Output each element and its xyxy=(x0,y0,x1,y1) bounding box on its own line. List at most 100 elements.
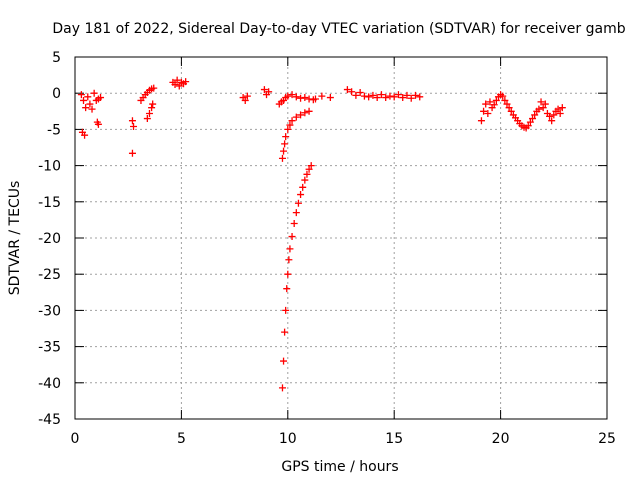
data-point xyxy=(94,120,102,128)
data-point xyxy=(82,104,90,112)
data-point xyxy=(281,328,289,336)
x-tick-labels: 0 5 10 15 20 25 xyxy=(71,431,616,447)
data-point xyxy=(97,94,105,102)
data-point xyxy=(84,93,92,101)
data-point xyxy=(369,91,377,99)
data-point xyxy=(297,111,305,119)
data-point xyxy=(86,100,94,108)
data-point xyxy=(182,78,190,86)
data-point xyxy=(292,113,300,121)
data-point xyxy=(529,115,537,123)
data-point xyxy=(390,93,398,101)
data-point xyxy=(326,94,334,102)
y-tick-label: -45 xyxy=(38,412,61,428)
data-point xyxy=(128,149,136,157)
data-point xyxy=(301,176,309,184)
x-tick-label: 10 xyxy=(279,431,297,447)
axis-ticks xyxy=(74,56,608,420)
data-point xyxy=(301,94,309,102)
data-point xyxy=(292,93,300,101)
data-point xyxy=(278,384,286,392)
data-point xyxy=(343,86,351,94)
data-point xyxy=(499,92,507,100)
data-point xyxy=(477,117,485,125)
y-tick-label: -25 xyxy=(38,267,61,283)
data-point xyxy=(301,109,309,117)
data-point xyxy=(297,191,305,199)
data-point xyxy=(283,285,291,293)
data-point xyxy=(292,209,300,217)
data-point xyxy=(282,306,290,314)
data-point xyxy=(490,101,498,109)
x-tick-label: 25 xyxy=(598,431,616,447)
data-point xyxy=(382,94,390,102)
data-point xyxy=(305,107,313,115)
data-point xyxy=(150,84,158,92)
data-point xyxy=(550,111,558,119)
data-point xyxy=(80,96,88,104)
data-point xyxy=(265,88,273,96)
data-point xyxy=(282,133,290,141)
data-point xyxy=(535,105,543,113)
data-point xyxy=(386,92,394,100)
data-point xyxy=(482,100,490,108)
data-point xyxy=(403,91,411,99)
y-tick-label: -5 xyxy=(47,122,61,138)
data-point xyxy=(297,94,305,102)
data-point xyxy=(305,95,313,103)
data-point xyxy=(278,154,286,162)
data-point xyxy=(241,96,249,104)
data-point xyxy=(352,91,360,99)
data-point xyxy=(88,105,96,113)
data-point xyxy=(505,104,513,112)
y-tick-label: -40 xyxy=(38,376,61,392)
data-point xyxy=(507,107,515,115)
data-point xyxy=(280,357,288,365)
data-point xyxy=(377,91,385,99)
data-point xyxy=(284,270,292,278)
data-point xyxy=(288,233,296,241)
data-points xyxy=(77,76,566,392)
data-point xyxy=(299,183,307,191)
data-point xyxy=(286,245,294,253)
data-point xyxy=(284,92,292,100)
data-point xyxy=(149,100,157,108)
data-point xyxy=(90,89,98,97)
y-tick-label: 5 xyxy=(52,50,61,66)
data-point xyxy=(286,121,294,129)
data-point xyxy=(173,76,181,84)
data-point xyxy=(407,94,415,102)
y-tick-label: -30 xyxy=(38,303,61,319)
x-tick-label: 15 xyxy=(385,431,403,447)
data-point xyxy=(524,122,532,130)
data-point xyxy=(541,100,549,108)
chart-title: Day 181 of 2022, Sidereal Day-to-day VTE… xyxy=(52,21,625,37)
data-point xyxy=(128,117,136,125)
data-point xyxy=(539,104,547,112)
data-point xyxy=(281,140,289,148)
data-point xyxy=(394,91,402,99)
data-point xyxy=(501,96,509,104)
grid-lines xyxy=(75,57,607,419)
data-point xyxy=(318,92,326,100)
data-point xyxy=(284,125,292,133)
data-point xyxy=(311,95,319,103)
data-point xyxy=(260,86,268,94)
data-point xyxy=(290,220,298,228)
data-point xyxy=(480,107,488,115)
data-point xyxy=(492,96,500,104)
data-point xyxy=(556,109,564,117)
x-tick-label: 0 xyxy=(71,431,80,447)
x-tick-label: 20 xyxy=(492,431,510,447)
data-point xyxy=(280,147,288,155)
data-point xyxy=(546,112,554,120)
data-point xyxy=(77,91,85,99)
data-point xyxy=(554,105,562,113)
data-point xyxy=(558,104,566,112)
data-point xyxy=(130,123,138,131)
data-point xyxy=(175,82,183,90)
data-point xyxy=(148,104,156,112)
data-point xyxy=(548,117,556,125)
y-axis-label: SDTVAR / TECUs xyxy=(7,181,23,296)
